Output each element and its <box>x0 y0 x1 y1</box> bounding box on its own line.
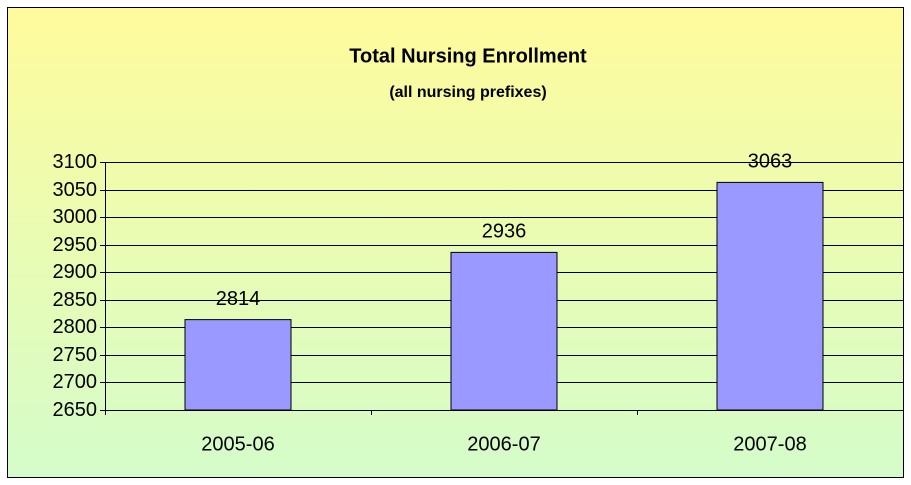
y-tick-label: 3100 <box>53 151 98 173</box>
bar <box>450 251 558 411</box>
data-label: 3063 <box>748 151 793 173</box>
y-tick-label: 2850 <box>53 289 98 311</box>
y-tick-label: 2950 <box>53 234 98 256</box>
bar <box>184 319 292 411</box>
data-label: 2814 <box>216 288 261 310</box>
y-tick-label: 2750 <box>53 344 98 366</box>
y-tick-label: 2700 <box>53 371 98 393</box>
y-tick-label: 3000 <box>53 206 98 228</box>
y-tick-label: 2900 <box>53 261 98 283</box>
y-tick-label: 2800 <box>53 316 98 338</box>
data-label: 2936 <box>482 221 527 243</box>
chart-title: Total Nursing Enrollment <box>349 45 587 67</box>
x-tick-label: 2005-06 <box>201 433 274 455</box>
x-tick-label: 2007-08 <box>733 433 806 455</box>
y-tick-label: 3050 <box>53 179 98 201</box>
y-tick-label: 2650 <box>53 399 98 421</box>
x-tick-label: 2006-07 <box>467 433 540 455</box>
chart-subtitle: (all nursing prefixes) <box>389 84 546 101</box>
bar <box>716 181 824 411</box>
